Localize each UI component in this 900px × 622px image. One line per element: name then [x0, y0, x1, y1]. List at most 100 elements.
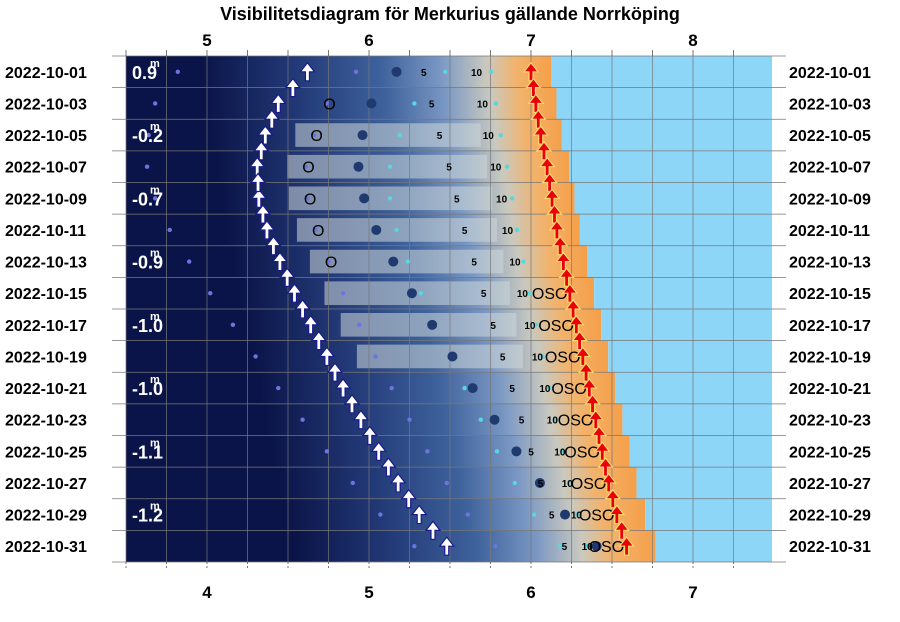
mercury-rise-arrow — [284, 77, 302, 98]
magnitude-label: -1.0 — [132, 379, 163, 399]
daylight-band — [587, 245, 772, 278]
azimuth-label: OSO — [545, 349, 581, 366]
track-dot — [276, 385, 281, 391]
altitude-label-5: 5 — [549, 511, 555, 522]
track-dot — [521, 259, 526, 264]
top-axis: 5 6 7 8 — [125, 31, 734, 56]
planet-dot — [353, 161, 364, 172]
track-dot — [357, 322, 362, 328]
date-label-right: 2022-10-11 — [789, 223, 870, 240]
date-label-right: 2022-10-09 — [789, 191, 871, 208]
track-dot — [373, 354, 378, 359]
date-label-right: 2022-10-25 — [789, 444, 871, 461]
mercury-rise-arrow — [263, 109, 281, 129]
planet-dot — [359, 193, 370, 204]
date-label-left: 2022-10-27 — [5, 476, 87, 493]
night-twilight-band — [126, 530, 656, 562]
mercury-rise-arrow — [438, 536, 455, 556]
date-label-right: 2022-10-15 — [789, 286, 871, 303]
date-label-right: 2022-10-31 — [789, 539, 871, 556]
planet-dot — [534, 477, 545, 488]
track-dot — [557, 543, 563, 549]
bottom-tick-label: 7 — [688, 583, 697, 602]
planet-dot — [357, 130, 368, 141]
track-dot — [300, 417, 305, 422]
chart-title: Visibilitetsdiagram för Merkurius gällan… — [220, 4, 680, 24]
date-label-left: 2022-10-23 — [5, 413, 87, 430]
mercury-rise-arrow — [249, 172, 267, 193]
track-dot — [350, 480, 355, 486]
azimuth-label: O — [323, 96, 335, 113]
track-dot — [387, 196, 393, 201]
sunrise-arrow — [558, 267, 575, 287]
date-label-right: 2022-10-21 — [789, 381, 871, 398]
track-dot — [493, 101, 499, 106]
track-dot — [488, 69, 494, 75]
altitude-label-5: 5 — [471, 258, 477, 269]
mercury-rise-arrow — [318, 346, 336, 367]
azimuth-label: O — [302, 160, 314, 177]
mercury-rise-arrow — [294, 299, 311, 319]
magnitude-unit: m — [150, 501, 160, 513]
magnitude-unit: m — [150, 121, 160, 133]
mercury-rise-arrow — [299, 61, 316, 82]
mercury-rise-arrow — [380, 457, 397, 477]
magnitude-label: 0.9 — [132, 63, 157, 83]
altitude-label-5: 5 — [481, 289, 487, 300]
track-dot — [547, 385, 552, 391]
mercury-rise-arrow — [352, 409, 370, 430]
track-dot — [387, 164, 393, 169]
track-dot — [324, 449, 330, 454]
track-dot — [394, 227, 399, 233]
track-dot — [566, 480, 571, 486]
bottom-tick-label: 6 — [526, 583, 535, 602]
altitude-label-10: 10 — [502, 226, 514, 237]
date-label-right: 2022-10-17 — [789, 318, 871, 335]
night-twilight-band — [126, 87, 557, 120]
altitude-label-5: 5 — [519, 416, 525, 427]
mercury-rise-arrow — [278, 267, 296, 287]
altitude-label-5: 5 — [528, 447, 534, 458]
date-label-left: 2022-10-29 — [5, 508, 87, 525]
daylight-band — [594, 277, 772, 309]
date-label-left: 2022-10-19 — [5, 349, 87, 366]
track-dot — [397, 132, 402, 138]
track-dot — [509, 196, 515, 201]
sunrise-arrow — [532, 125, 549, 145]
azimuth-label: O — [304, 191, 316, 208]
date-label-right: 2022-10-27 — [789, 476, 871, 493]
track-dot — [405, 259, 411, 264]
mercury-rise-arrow — [286, 283, 303, 303]
altitude-label-10: 10 — [509, 258, 521, 269]
date-label-left: 2022-10-05 — [5, 128, 87, 145]
magnitude-unit: m — [150, 374, 160, 386]
mercury-rise-arrow — [254, 204, 272, 224]
azimuth-label: OSO — [589, 539, 625, 556]
top-tick-label: 5 — [202, 31, 211, 50]
sunrise-arrow — [577, 362, 595, 382]
mercury-rise-arrow — [410, 504, 428, 525]
altitude-label-5: 5 — [437, 131, 443, 142]
altitude-label-10: 10 — [539, 384, 551, 395]
altitude-label-10: 10 — [517, 289, 529, 300]
altitude-label-10: 10 — [554, 447, 566, 458]
daylight-band — [551, 56, 772, 88]
daylight-band — [601, 309, 772, 341]
daylight-band — [579, 214, 772, 246]
track-dot — [418, 290, 424, 296]
track-dot — [152, 101, 158, 106]
right-date-axis: 2022-10-01 2022-10-03 2022-10-05 2022-10-07… — [789, 65, 871, 556]
altitude-label-5: 5 — [454, 194, 460, 205]
visibility-window — [287, 154, 488, 179]
track-dot — [442, 69, 448, 75]
track-dot — [584, 543, 589, 549]
altitude-label-10: 10 — [582, 542, 594, 553]
sunrise-arrow — [574, 346, 592, 367]
altitude-label-10: 10 — [562, 479, 574, 490]
mercury-rise-arrow — [334, 378, 352, 398]
magnitude-unit: m — [150, 248, 160, 260]
date-label-right: 2022-10-07 — [789, 160, 871, 177]
date-label-right: 2022-10-03 — [789, 96, 871, 113]
track-dot — [230, 322, 236, 328]
night-twilight-band — [126, 372, 616, 404]
